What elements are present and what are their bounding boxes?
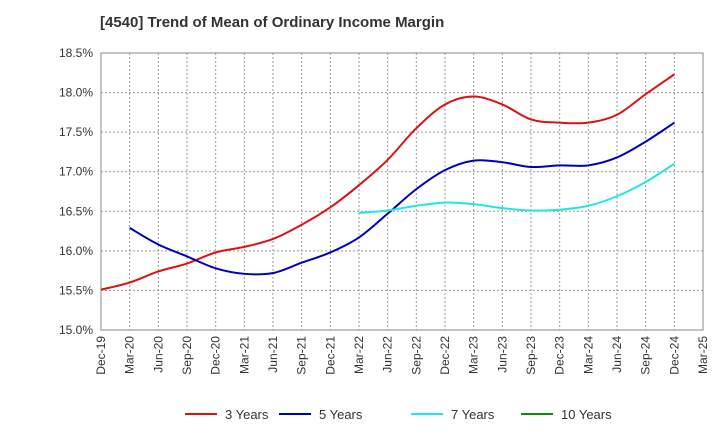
x-tick-label: Mar-21 — [237, 336, 251, 374]
legend-label-3-years: 3 Years — [225, 407, 269, 422]
axes: 15.0% 15.5% 16.0% 16.5% 17.0% 17.5% 18.0% 18.5%… — [59, 46, 710, 375]
x-tick-label: Mar-20 — [123, 336, 137, 374]
series-line-7-years — [358, 162, 675, 214]
x-tick-label: Mar-22 — [352, 336, 366, 374]
x-tick-label: Sep-24 — [639, 336, 653, 375]
legend-label-10-years: 10 Years — [561, 407, 612, 422]
y-tick-label: 17.5% — [59, 125, 93, 139]
x-tick-label: Mar-25 — [696, 336, 710, 374]
x-tick-label: Sep-22 — [409, 336, 423, 375]
y-tick-label: 17.0% — [59, 165, 93, 179]
x-tick-label: Jun-23 — [495, 336, 509, 373]
x-tick-label: Dec-20 — [209, 336, 223, 375]
series-lines — [100, 73, 675, 291]
legend: 3 Years 5 Years 7 Years 10 Years — [185, 407, 612, 422]
y-tick-label: 18.0% — [59, 86, 93, 100]
y-tick-label: 15.5% — [59, 283, 93, 297]
y-tick-label: 16.5% — [59, 204, 93, 218]
x-tick-label: Dec-19 — [94, 336, 108, 375]
x-tick-label: Mar-24 — [581, 336, 595, 374]
grid-lines — [100, 52, 704, 331]
x-tick-label: Jun-21 — [266, 336, 280, 373]
chart-title: [4540] Trend of Mean of Ordinary Income … — [100, 14, 445, 31]
x-tick-label: Sep-23 — [524, 336, 538, 375]
legend-label-5-years: 5 Years — [319, 407, 363, 422]
plot-border — [100, 52, 704, 331]
x-tick-label: Jun-24 — [610, 336, 624, 373]
x-tick-label: Jun-22 — [381, 336, 395, 373]
y-tick-label: 16.0% — [59, 244, 93, 258]
x-tick-label: Dec-23 — [553, 336, 567, 375]
x-tick-label: Sep-20 — [180, 336, 194, 375]
series-line-5-years — [129, 121, 675, 276]
x-tick-label: Dec-21 — [323, 336, 337, 375]
x-tick-label: Mar-23 — [467, 336, 481, 374]
y-tick-label: 15.0% — [59, 323, 93, 337]
x-tick-label: Dec-24 — [667, 336, 681, 375]
legend-label-7-years: 7 Years — [451, 407, 495, 422]
y-tick-label: 18.5% — [59, 46, 93, 60]
x-tick-label: Dec-22 — [438, 336, 452, 375]
x-tick-label: Sep-21 — [295, 336, 309, 375]
x-tick-label: Jun-20 — [151, 336, 165, 373]
